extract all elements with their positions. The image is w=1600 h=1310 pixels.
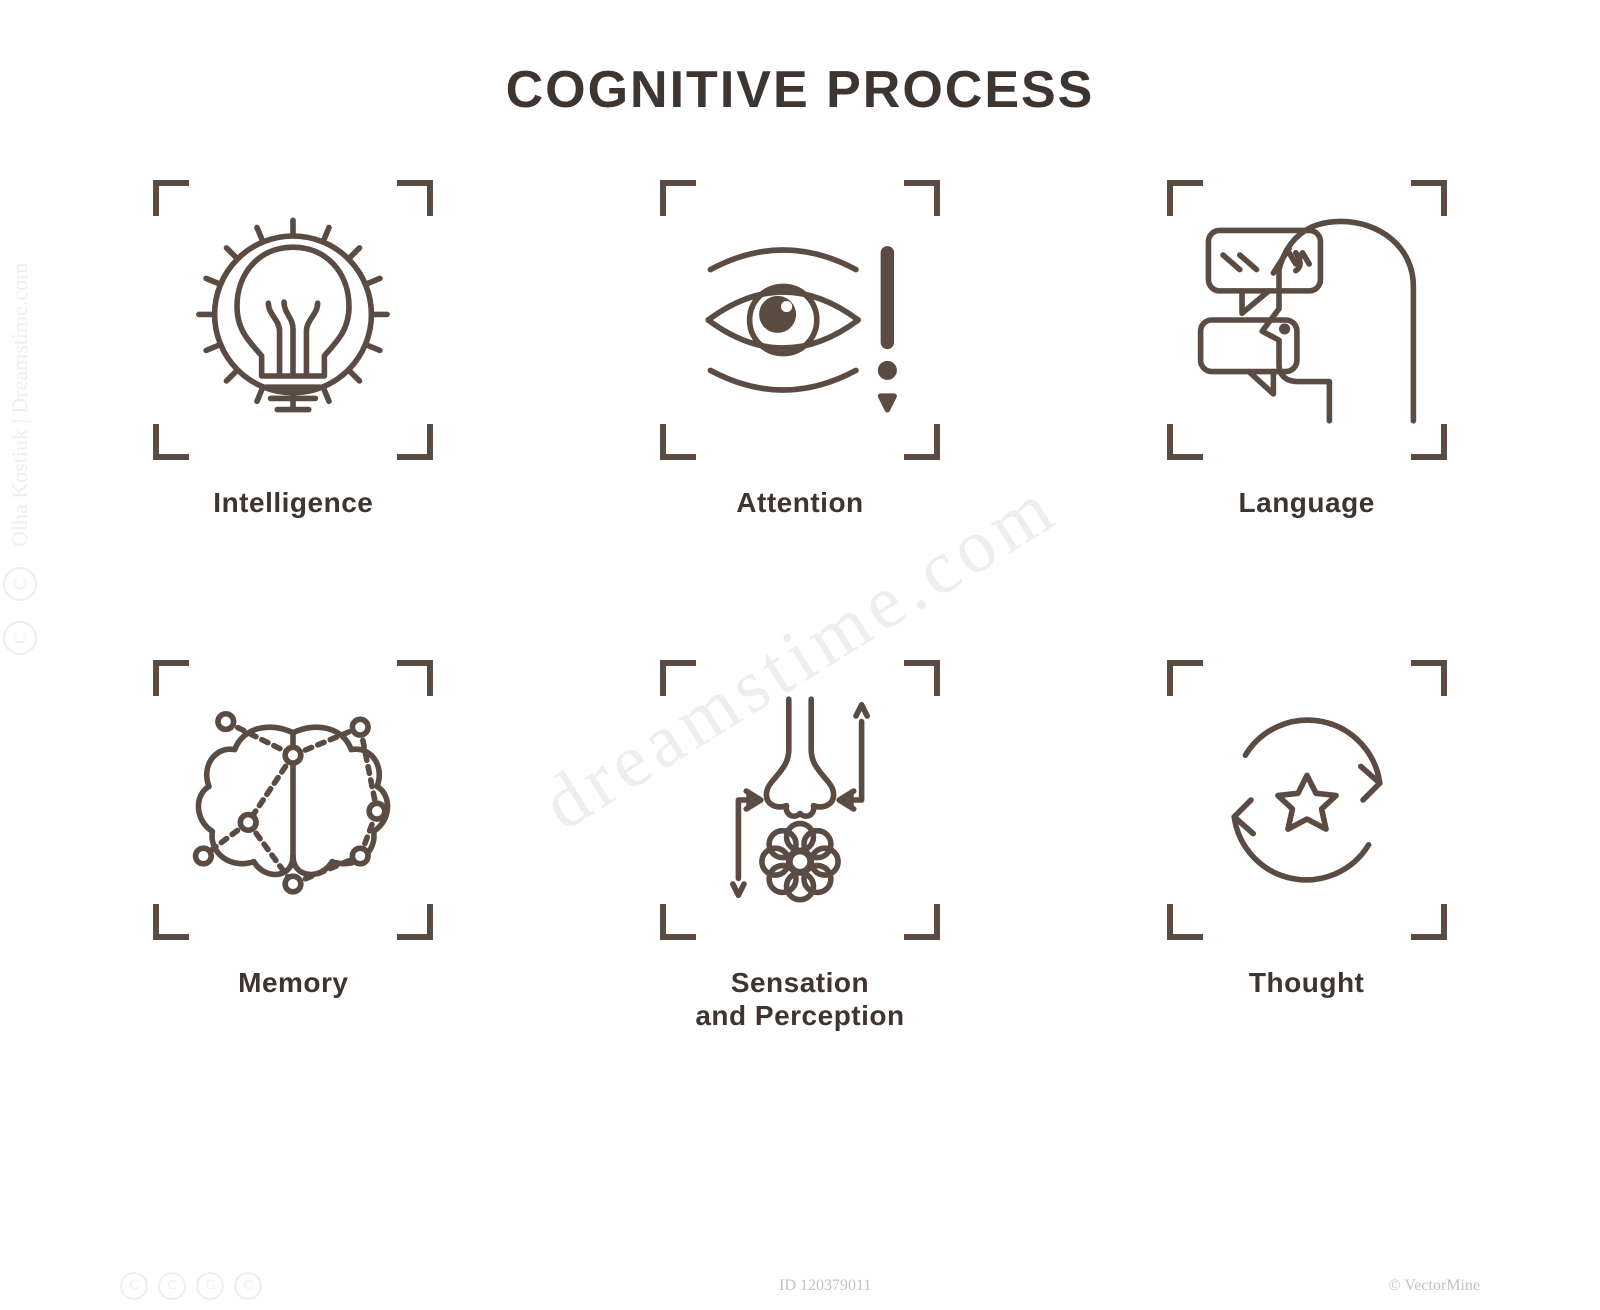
c-circle-icon: C: [158, 1272, 186, 1300]
watermark-bottom: C C C C ID 120379011 © VectorMine: [0, 1272, 1600, 1300]
icon-frame: [660, 660, 940, 940]
frame-corner: [1167, 180, 1203, 216]
cell-attention: Attention: [660, 180, 940, 520]
frame-corner: [904, 180, 940, 216]
icon-frame: [1167, 660, 1447, 940]
frame-corner: [904, 660, 940, 696]
frame-corner: [153, 180, 189, 216]
c-circle-icon: C: [3, 621, 37, 655]
frame-corner: [904, 904, 940, 940]
frame-corner: [1411, 660, 1447, 696]
lightbulb-rays-icon: [181, 208, 405, 432]
frame-corner: [153, 660, 189, 696]
brain-network-icon: [181, 688, 405, 912]
cell-label: Attention: [736, 486, 863, 520]
watermark-credit-text: © VectorMine: [1389, 1277, 1480, 1295]
frame-corner: [904, 424, 940, 460]
cell-label: Memory: [238, 966, 348, 1000]
cell-intelligence: Intelligence: [153, 180, 433, 520]
frame-corner: [1167, 424, 1203, 460]
cell-language: Language: [1167, 180, 1447, 520]
frame-corner: [397, 904, 433, 940]
cell-label: Thought: [1249, 966, 1364, 1000]
nose-flower-cycle-icon: [688, 688, 912, 912]
frame-corner: [1411, 904, 1447, 940]
cell-thought: Thought: [1167, 660, 1447, 1033]
watermark-c-circles: C C C C: [120, 1272, 262, 1300]
frame-corner: [1167, 904, 1203, 940]
watermark-left-text: Olha Kostiuk | Dreamstime.com: [7, 263, 33, 547]
page: COGNITIVE PROCESS Intelligence: [0, 0, 1600, 1133]
c-circle-icon: C: [196, 1272, 224, 1300]
frame-corner: [660, 660, 696, 696]
frame-corner: [397, 660, 433, 696]
c-circle-icon: C: [3, 567, 37, 601]
watermark-id-text: ID 120379011: [779, 1277, 871, 1295]
icon-frame: [153, 660, 433, 940]
cell-label: Language: [1239, 486, 1375, 520]
head-speech-icon: [1195, 208, 1419, 432]
frame-corner: [1167, 660, 1203, 696]
icon-frame: [1167, 180, 1447, 460]
frame-corner: [397, 180, 433, 216]
frame-corner: [660, 180, 696, 216]
frame-corner: [660, 424, 696, 460]
icon-frame: [660, 180, 940, 460]
page-title: COGNITIVE PROCESS: [100, 60, 1500, 120]
cell-label: Intelligence: [213, 486, 373, 520]
icon-frame: [153, 180, 433, 460]
frame-corner: [660, 904, 696, 940]
frame-corner: [1411, 180, 1447, 216]
frame-corner: [397, 424, 433, 460]
frame-corner: [1411, 424, 1447, 460]
cycle-star-icon: [1195, 688, 1419, 912]
watermark-left: C C Olha Kostiuk | Dreamstime.com: [3, 263, 37, 655]
c-circle-icon: C: [234, 1272, 262, 1300]
icon-grid: Intelligence Attention: [100, 180, 1500, 1033]
frame-corner: [153, 904, 189, 940]
cell-label: Sensation and Perception: [695, 966, 904, 1033]
c-circle-icon: C: [120, 1272, 148, 1300]
cell-memory: Memory: [153, 660, 433, 1033]
cell-sensation: Sensation and Perception: [660, 660, 940, 1033]
eye-alert-icon: [688, 208, 912, 432]
frame-corner: [153, 424, 189, 460]
